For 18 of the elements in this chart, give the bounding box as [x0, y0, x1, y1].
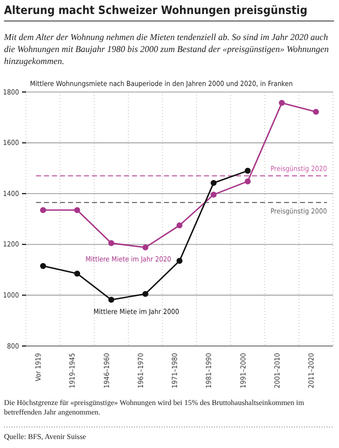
- point: [74, 270, 80, 277]
- chart-subtitle: Mit dem Alter der Wohnung nehmen die Mieten tendenziell ab. So sind im Jahr 2020 auch die Wohnungen mit Baujahr 1980 bis 2000 zum Bestand der «preisgünstigen» Wohnungen hinzugekommen.: [3, 32, 330, 66]
- point: [142, 290, 148, 297]
- point: [278, 100, 285, 106]
- point: [142, 244, 148, 250]
- point: [176, 222, 182, 228]
- point: [108, 240, 114, 246]
- chart-title: Alterung macht Schweizer Wohnungen preisgünstig: [4, 3, 308, 17]
- point: [108, 296, 114, 303]
- point: [40, 207, 46, 214]
- point: [210, 192, 217, 198]
- point: [40, 263, 46, 269]
- point: [244, 168, 251, 174]
- point: [210, 180, 217, 186]
- point: [176, 258, 182, 264]
- point: [312, 108, 319, 115]
- point: [74, 207, 80, 214]
- point: [244, 178, 251, 184]
